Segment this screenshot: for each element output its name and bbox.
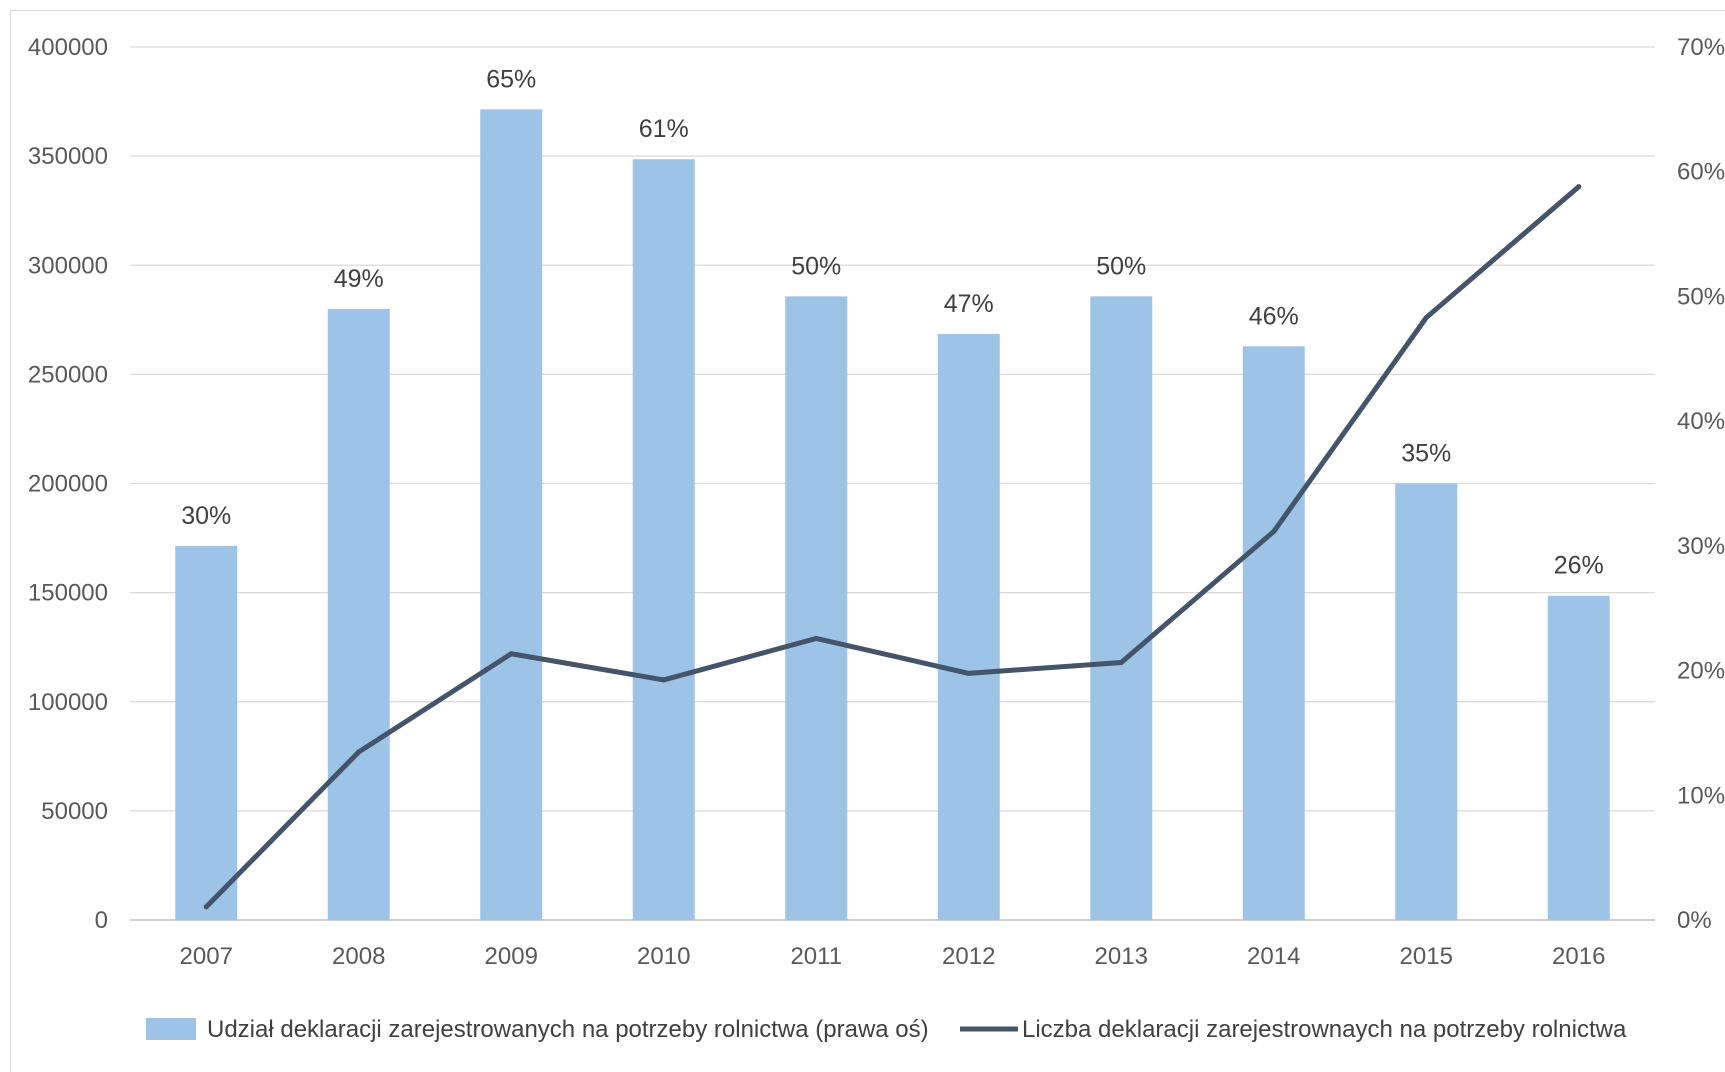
line-point: [1271, 529, 1277, 535]
legend-bar-swatch: [146, 1018, 196, 1040]
legend-line-label: Liczba deklaracji zarejestrownaych na po…: [1022, 1016, 1627, 1043]
right-tick-label: 70%: [1677, 34, 1725, 61]
bar-data-label: 65%: [486, 65, 536, 93]
bar-data-label: 50%: [791, 252, 841, 280]
x-tick-label: 2009: [485, 943, 538, 970]
bar-data-label: 47%: [944, 290, 994, 318]
line-point: [1576, 184, 1582, 190]
left-tick-label: 150000: [28, 580, 108, 607]
left-tick-label: 50000: [41, 798, 108, 825]
x-tick-label: 2013: [1095, 943, 1148, 970]
bar-data-label: 46%: [1249, 302, 1299, 330]
x-tick-label: 2016: [1552, 943, 1605, 970]
right-axis-ticks: 0% 10% 20% 30% 40% 50% 60% 70%: [1677, 34, 1725, 934]
right-tick-label: 50%: [1677, 283, 1725, 310]
bar-data-label: 49%: [334, 265, 384, 293]
left-axis-ticks: 0 50000 100000 150000 200000 250000 300000 3500…: [28, 34, 108, 934]
left-tick-label: 300000: [28, 252, 108, 279]
right-tick-label: 10%: [1677, 782, 1725, 809]
right-tick-label: 20%: [1677, 658, 1725, 685]
bar-data-label: 35%: [1401, 440, 1451, 468]
right-tick-label: 0%: [1677, 907, 1712, 934]
right-tick-label: 30%: [1677, 533, 1725, 560]
bar: [1090, 296, 1153, 920]
x-tick-label: 2014: [1247, 943, 1300, 970]
bar: [785, 296, 848, 920]
left-tick-label: 0: [95, 907, 108, 934]
line-point: [356, 749, 362, 755]
line-point: [966, 670, 972, 676]
legend: Udział deklaracji zarejestrowanych na po…: [146, 1016, 1627, 1043]
line-point: [661, 677, 667, 683]
bar: [1395, 483, 1458, 920]
left-tick-label: 250000: [28, 361, 108, 388]
right-tick-label: 40%: [1677, 408, 1725, 435]
bar-data-label: 50%: [1096, 252, 1146, 280]
line-path: [203, 184, 1582, 910]
bar: [1547, 595, 1610, 920]
line-series: [203, 184, 1582, 910]
line-point: [203, 904, 209, 910]
line-point: [1423, 315, 1429, 321]
bar-data-label: 26%: [1554, 552, 1604, 580]
chart-frame: [10, 10, 1725, 1072]
line-point: [508, 651, 514, 657]
x-tick-label: 2008: [332, 943, 385, 970]
right-tick-label: 60%: [1677, 159, 1725, 186]
x-tick-label: 2007: [180, 943, 233, 970]
x-tick-label: 2012: [942, 943, 995, 970]
bar: [327, 308, 390, 920]
bar-data-label: 30%: [181, 502, 231, 530]
left-tick-label: 100000: [28, 689, 108, 716]
left-tick-label: 200000: [28, 471, 108, 498]
legend-bar-label: Udział deklaracji zarejestrowanych na po…: [207, 1016, 929, 1043]
x-tick-label: 2010: [637, 943, 690, 970]
x-axis-ticks: 2007 2008 2009 2010 2011 2012 2013 2014 2015 2016: [180, 943, 1606, 970]
bar: [175, 545, 238, 920]
left-tick-label: 350000: [28, 143, 108, 170]
line-point: [813, 635, 819, 641]
bar-data-labels: 30% 49% 65% 61% 50% 47% 50% 46% 35% 26%: [181, 65, 1604, 579]
bar: [480, 109, 543, 921]
bar-series: [175, 109, 1610, 921]
bar: [632, 159, 695, 920]
bar: [1242, 346, 1305, 920]
x-tick-label: 2015: [1400, 943, 1453, 970]
line-point: [1118, 659, 1124, 665]
bar: [937, 333, 1000, 920]
bar-data-label: 61%: [639, 115, 689, 143]
left-tick-label: 400000: [28, 34, 108, 61]
x-tick-label: 2011: [790, 943, 842, 970]
